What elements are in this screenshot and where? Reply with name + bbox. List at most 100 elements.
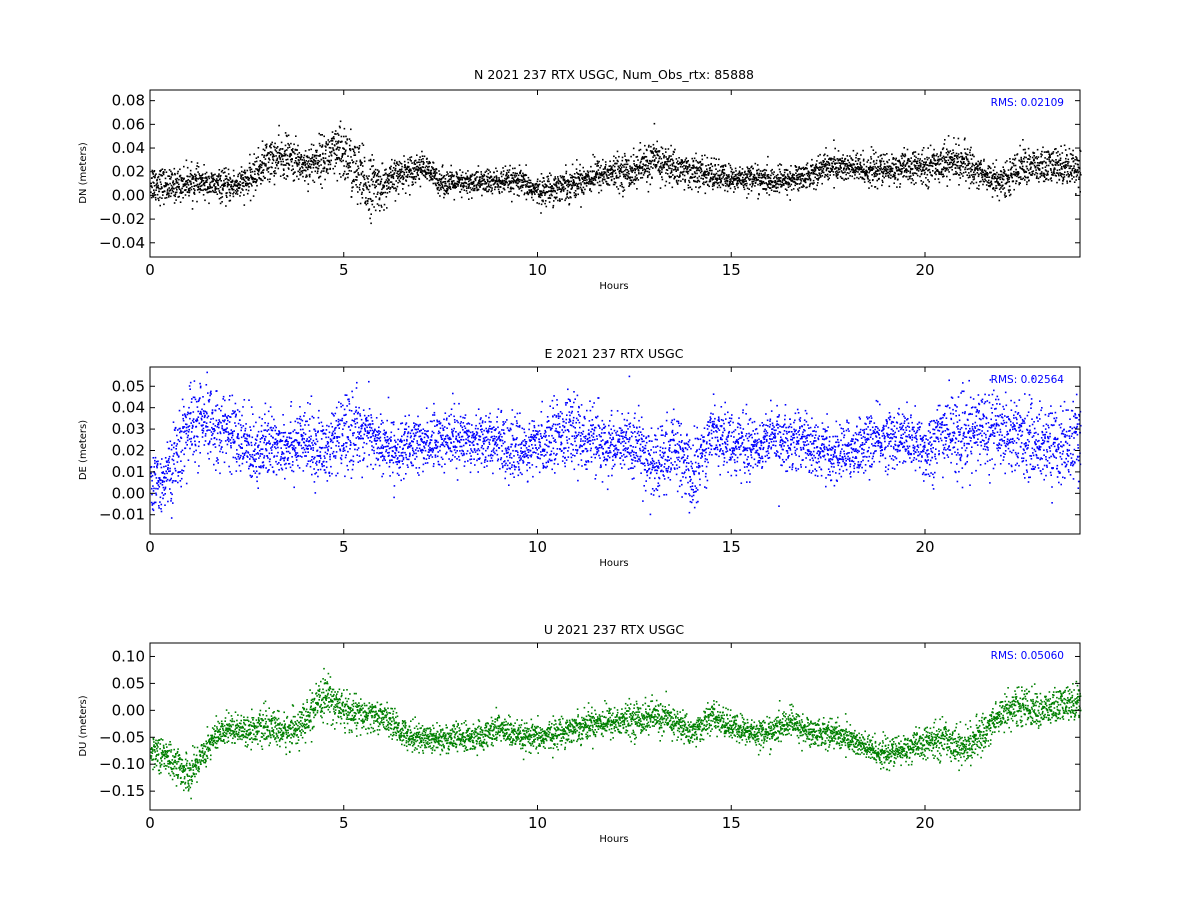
data-point (883, 163, 886, 165)
data-point (316, 162, 318, 164)
data-point (301, 163, 303, 166)
data-point (676, 183, 679, 185)
data-point (607, 184, 609, 186)
data-point (356, 186, 358, 188)
data-point (493, 176, 496, 178)
data-point (170, 170, 172, 173)
data-point (440, 178, 443, 181)
data-point (150, 182, 152, 185)
data-point (440, 174, 443, 177)
data-point (999, 184, 1001, 187)
data-point (153, 182, 155, 184)
data-point (872, 179, 874, 181)
data-point (613, 183, 616, 186)
data-point (560, 188, 562, 190)
data-point (282, 155, 284, 157)
data-point (654, 149, 657, 152)
data-point (561, 198, 563, 200)
data-point (645, 156, 648, 158)
data-point (269, 151, 272, 153)
data-point (366, 202, 369, 205)
data-point (533, 186, 535, 189)
data-point (1027, 147, 1030, 150)
data-point (420, 158, 423, 161)
data-point (409, 156, 411, 159)
data-point (708, 185, 710, 188)
data-point (227, 179, 229, 181)
data-point (197, 178, 200, 180)
data-point (227, 182, 229, 184)
data-point (617, 188, 620, 190)
data-point (297, 156, 299, 158)
data-point (594, 179, 597, 182)
data-point (480, 171, 482, 173)
data-point (925, 185, 928, 187)
data-point (1007, 169, 1010, 171)
data-point (866, 161, 869, 163)
data-point (810, 172, 813, 174)
data-point (206, 188, 208, 191)
data-point (154, 174, 156, 177)
data-point (1009, 158, 1011, 160)
data-point (972, 182, 975, 185)
data-point (560, 190, 562, 193)
data-point (1004, 170, 1006, 172)
data-point (273, 172, 276, 175)
data-point (229, 176, 231, 179)
data-point (621, 183, 623, 186)
data-point (719, 176, 721, 178)
data-point (579, 179, 581, 182)
data-point (976, 187, 978, 190)
data-point (440, 182, 442, 184)
data-point (666, 173, 669, 175)
data-point (1041, 154, 1043, 156)
data-point (358, 186, 361, 189)
data-point (338, 158, 340, 160)
data-point (694, 175, 697, 178)
data-point (389, 188, 391, 190)
data-point (282, 174, 284, 176)
data-point (622, 186, 625, 189)
data-point (837, 150, 840, 152)
data-point (794, 178, 796, 181)
data-point (481, 184, 483, 186)
data-point (493, 183, 496, 185)
data-point (502, 173, 505, 176)
data-point (390, 165, 392, 168)
data-point (823, 160, 825, 163)
data-point (997, 173, 1000, 176)
data-point (485, 188, 487, 191)
data-point (251, 185, 253, 187)
data-point (557, 182, 560, 185)
data-point (767, 186, 769, 188)
data-point (944, 156, 946, 159)
data-point (385, 185, 388, 187)
data-point (973, 178, 976, 180)
data-point (367, 188, 370, 191)
data-point (292, 168, 294, 170)
data-point (561, 186, 564, 188)
data-point (281, 158, 284, 160)
data-point (409, 173, 412, 175)
data-point (817, 155, 820, 157)
data-point (513, 174, 516, 176)
data-point (224, 178, 227, 180)
data-point (538, 194, 541, 196)
data-point (304, 163, 307, 166)
data-point (288, 164, 291, 166)
data-point (522, 174, 525, 176)
data-point (156, 179, 158, 182)
data-point (960, 165, 963, 167)
data-point (824, 158, 826, 160)
data-point (322, 160, 325, 162)
data-point (306, 166, 308, 169)
data-point (380, 206, 383, 208)
data-point (216, 175, 218, 177)
data-point (806, 186, 808, 189)
data-point (653, 159, 656, 161)
data-point (526, 183, 528, 185)
data-point (878, 177, 880, 180)
data-point (283, 177, 286, 179)
data-point (836, 158, 839, 160)
data-point (1002, 178, 1005, 181)
